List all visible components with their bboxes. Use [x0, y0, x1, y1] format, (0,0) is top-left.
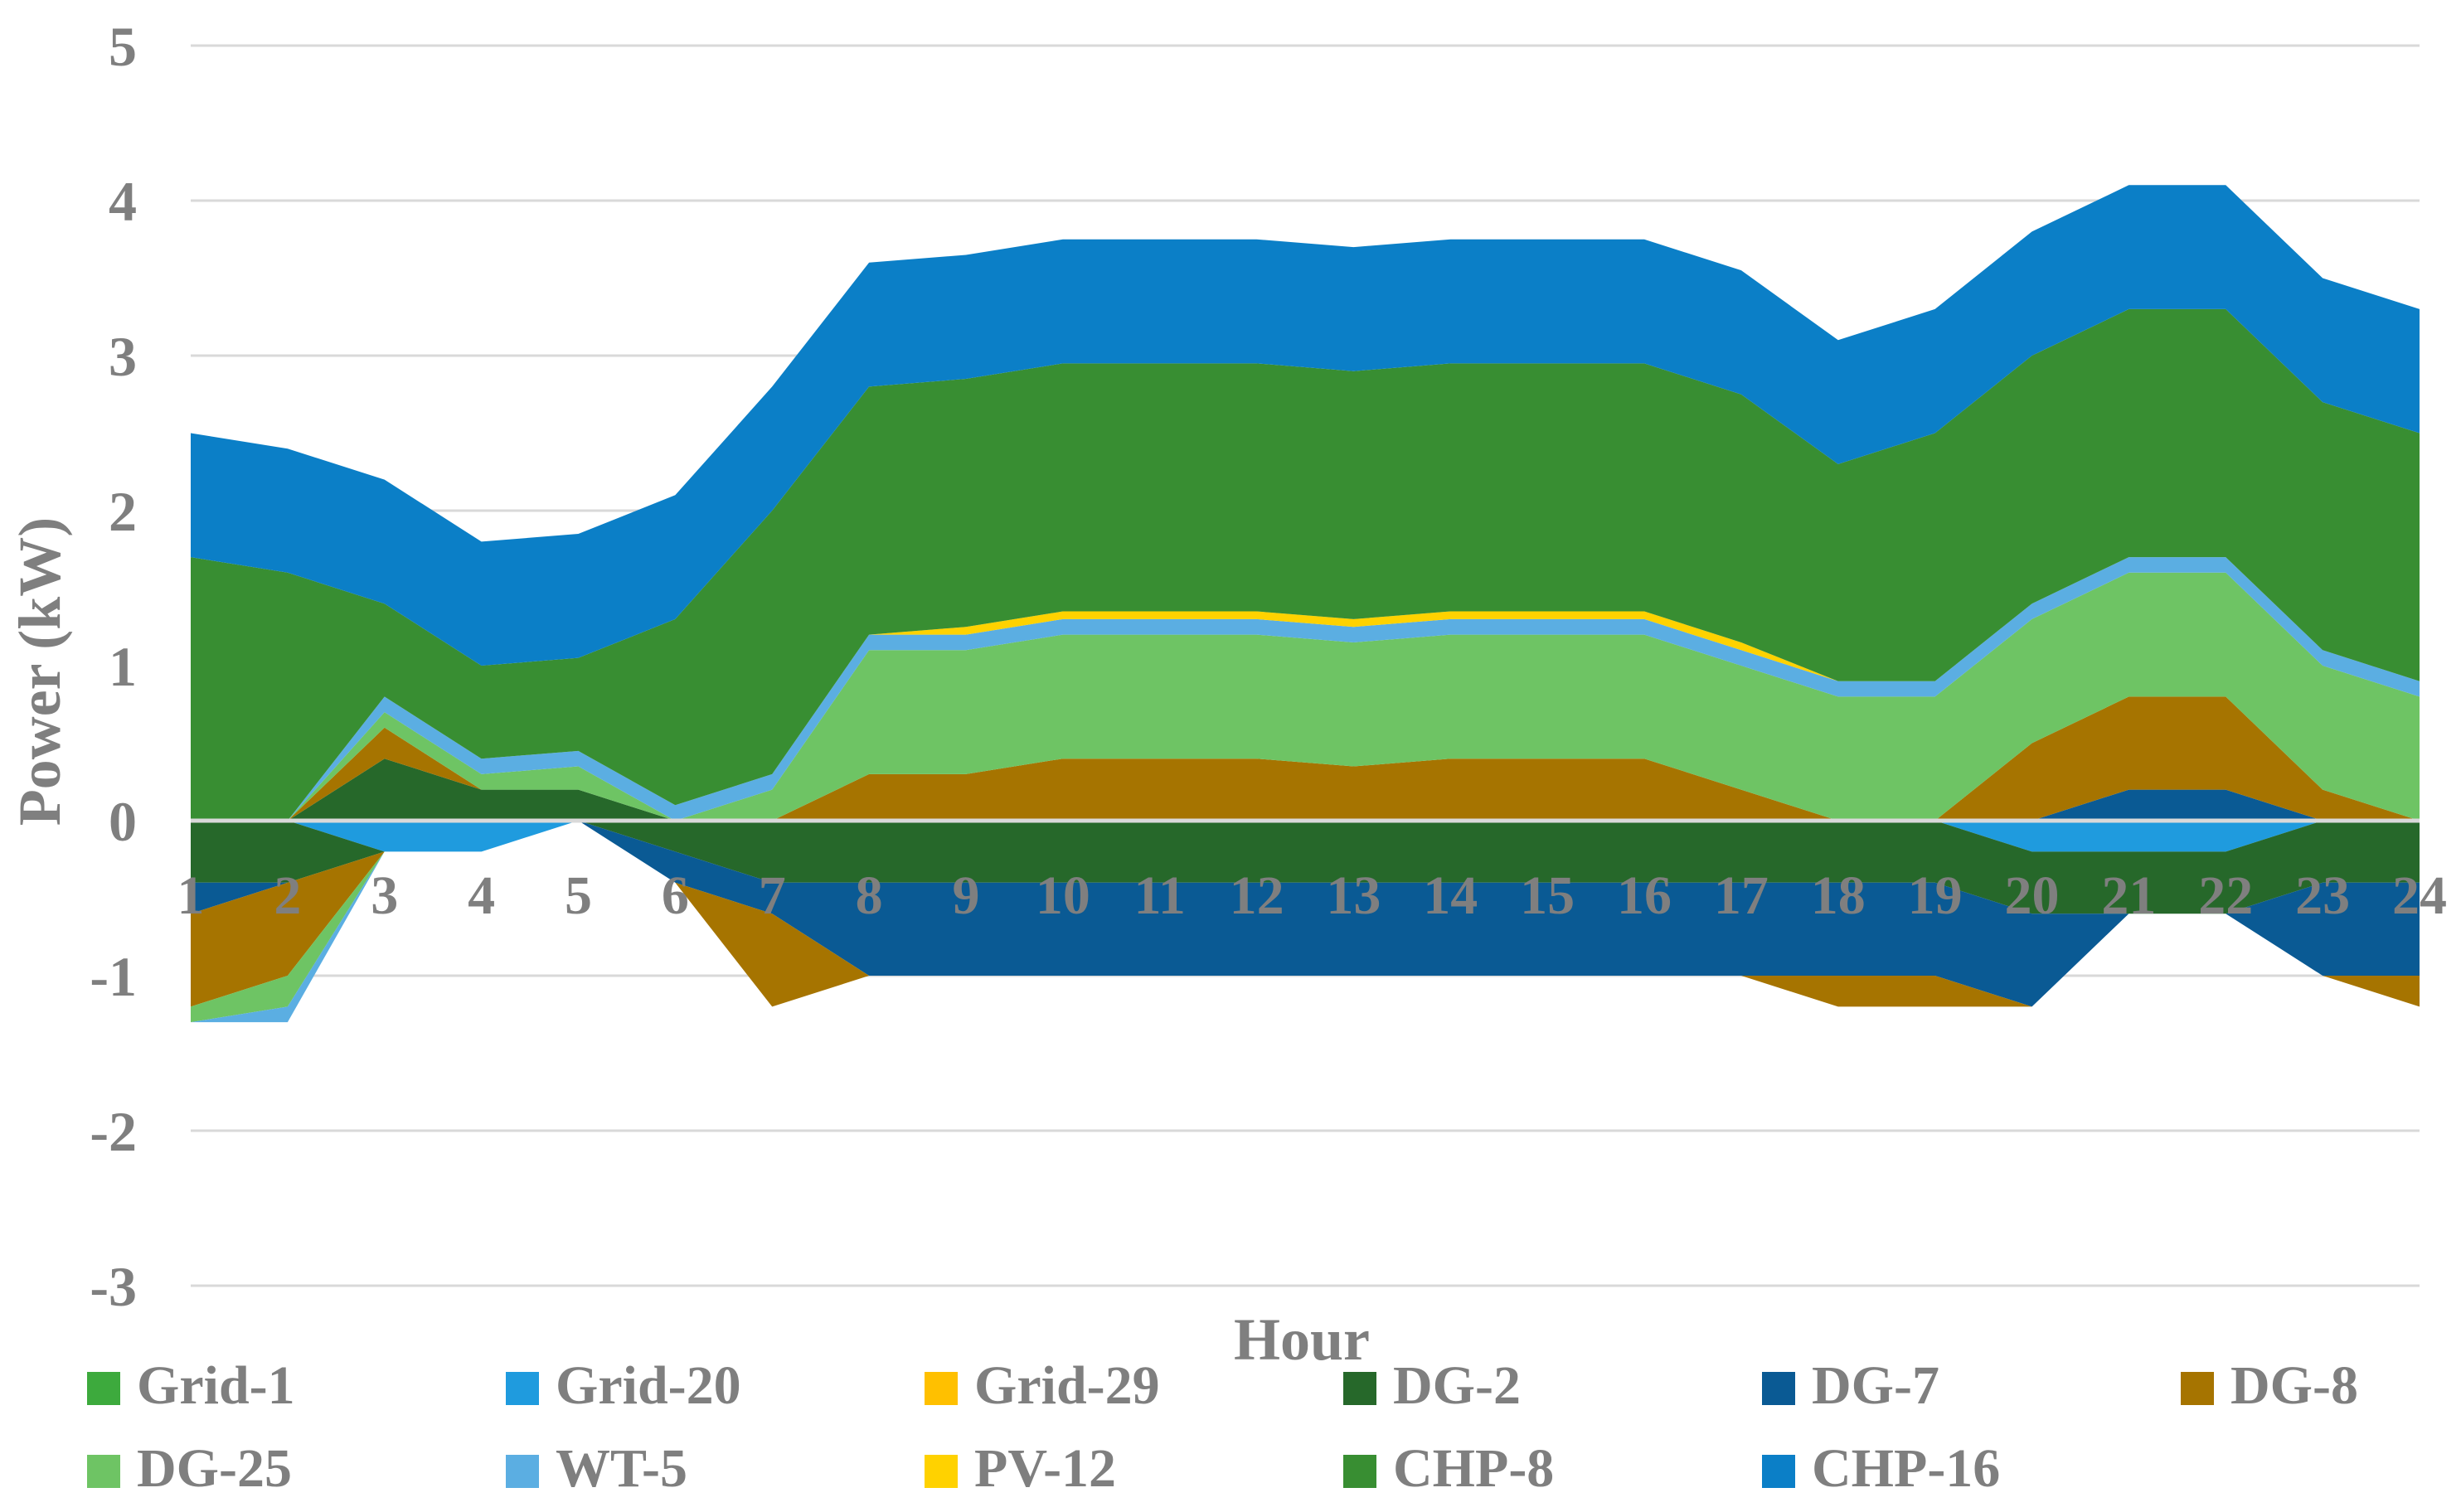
x-tick-label: 9 — [952, 865, 979, 926]
legend-swatch — [1762, 1455, 1795, 1488]
legend-item-chp-8: CHP-8 — [1343, 1438, 1554, 1499]
legend-item-chp-16: CHP-16 — [1762, 1438, 2000, 1499]
x-tick-label: 21 — [2101, 865, 2156, 926]
legend-item-dg-8: DG-8 — [2181, 1355, 2358, 1416]
legend-item-dg-2: DG-2 — [1343, 1355, 1521, 1416]
y-tick-label: -1 — [90, 945, 137, 1008]
legend-item-dg-7: DG-7 — [1762, 1355, 1939, 1416]
x-tick-label: 6 — [662, 865, 689, 926]
x-tick-label: 8 — [856, 865, 883, 926]
area-grid-20-negative — [191, 821, 2420, 852]
legend-swatch — [1343, 1372, 1376, 1405]
x-tick-label: 20 — [2005, 865, 2060, 926]
legend-swatch — [87, 1455, 120, 1488]
legend-label: DG-25 — [137, 1438, 292, 1499]
x-tick-label: 5 — [565, 865, 592, 926]
legend-label: Grid-1 — [137, 1355, 295, 1416]
legend-item-dg-25: DG-25 — [87, 1438, 292, 1499]
x-tick-label: 22 — [2198, 865, 2253, 926]
area-dg-25-positive — [191, 572, 2420, 821]
area-dg-7-negative — [191, 821, 2420, 1007]
legend-swatch — [925, 1455, 958, 1488]
area-dg-2-negative — [191, 821, 2420, 914]
legend-label: Grid-29 — [974, 1355, 1160, 1416]
legend-label: DG-8 — [2230, 1355, 2358, 1416]
legend-swatch — [1343, 1455, 1376, 1488]
x-tick-label: 24 — [2392, 865, 2447, 926]
x-tick-label: 23 — [2295, 865, 2350, 926]
x-tick-label: 7 — [759, 865, 786, 926]
y-tick-label: 4 — [109, 170, 137, 233]
legend-item-grid-1: Grid-1 — [87, 1355, 295, 1416]
x-axis-label: Hour — [1234, 1306, 1370, 1373]
y-tick-label: 0 — [109, 790, 137, 853]
legend-label: CHP-16 — [1812, 1438, 2000, 1499]
x-tick-label: 2 — [274, 865, 301, 926]
x-tick-label: 14 — [1423, 865, 1478, 926]
legend-item-grid-29: Grid-29 — [925, 1355, 1160, 1416]
legend: Grid-1 Grid-20 Grid-29 DG-2 DG-7 DG-8 DG-25 WT-… — [87, 1355, 2358, 1499]
legend-item-grid-20: Grid-20 — [506, 1355, 741, 1416]
legend-label: Grid-20 — [556, 1355, 741, 1416]
x-tick-label: 11 — [1134, 865, 1186, 926]
area-dg-8-negative — [191, 821, 2420, 1007]
legend-item-wt-5: WT-5 — [506, 1438, 687, 1499]
legend-swatch — [925, 1372, 958, 1405]
y-axis-label: Power (kW) — [7, 517, 73, 826]
legend-label: CHP-8 — [1393, 1438, 1554, 1499]
x-tick-label: 12 — [1230, 865, 1284, 926]
y-tick-label: 5 — [109, 15, 137, 78]
x-tick-label: 4 — [468, 865, 495, 926]
x-tick-label: 1 — [177, 865, 205, 926]
legend-label: WT-5 — [556, 1438, 687, 1499]
area-dg-7-positive — [191, 758, 2420, 821]
x-tick-label: 18 — [1811, 865, 1866, 926]
area-chp-16-positive — [191, 185, 2420, 666]
legend-item-pv-12: PV-12 — [925, 1438, 1116, 1499]
legend-swatch — [1762, 1372, 1795, 1405]
x-tick-label: 13 — [1326, 865, 1381, 926]
area-dg-2-positive — [191, 758, 2420, 821]
legend-label: PV-12 — [974, 1438, 1116, 1499]
area-chp-8-positive — [191, 308, 2420, 821]
x-tick-label: 10 — [1036, 865, 1090, 926]
legend-swatch — [506, 1455, 539, 1488]
x-tick-label: 19 — [1908, 865, 1963, 926]
x-tick-label: 16 — [1617, 865, 1672, 926]
legend-label: DG-2 — [1393, 1355, 1521, 1416]
y-tick-label: -3 — [90, 1255, 137, 1318]
area-dg-8-positive — [191, 696, 2420, 821]
y-tick-label: 2 — [109, 480, 137, 543]
y-tick-label: -2 — [90, 1100, 137, 1163]
y-tick-label: 1 — [109, 635, 137, 698]
x-tick-label: 17 — [1714, 865, 1769, 926]
legend-swatch — [87, 1372, 120, 1405]
legend-swatch — [506, 1372, 539, 1405]
legend-label: DG-7 — [1812, 1355, 1939, 1416]
y-tick-label: 3 — [109, 325, 137, 388]
legend-swatch — [2181, 1372, 2214, 1405]
x-tick-label: 3 — [371, 865, 398, 926]
area-series-layer — [191, 185, 2420, 1023]
x-tick-label: 15 — [1520, 865, 1575, 926]
